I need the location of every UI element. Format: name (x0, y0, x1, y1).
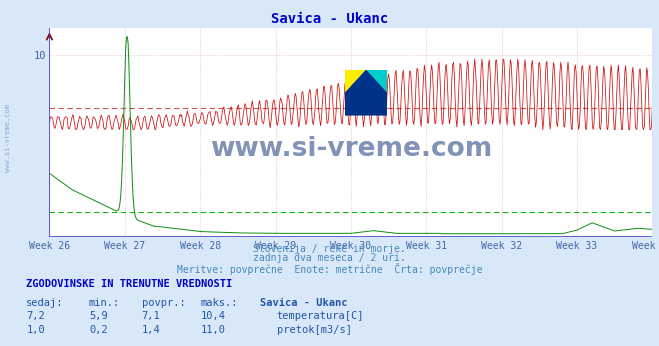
Text: pretok[m3/s]: pretok[m3/s] (277, 325, 352, 335)
Text: Slovenija / reke in morje.: Slovenija / reke in morje. (253, 244, 406, 254)
Text: 1,0: 1,0 (26, 325, 45, 335)
Text: min.:: min.: (89, 298, 120, 308)
Text: temperatura[C]: temperatura[C] (277, 311, 364, 321)
Text: Savica - Ukanc: Savica - Ukanc (260, 298, 348, 308)
Polygon shape (345, 70, 366, 93)
Text: ZGODOVINSKE IN TRENUTNE VREDNOSTI: ZGODOVINSKE IN TRENUTNE VREDNOSTI (26, 279, 233, 289)
Text: sedaj:: sedaj: (26, 298, 64, 308)
Text: 10,4: 10,4 (201, 311, 226, 321)
Polygon shape (366, 70, 387, 93)
Text: 0,2: 0,2 (89, 325, 107, 335)
Text: 11,0: 11,0 (201, 325, 226, 335)
Polygon shape (345, 70, 387, 116)
Text: maks.:: maks.: (201, 298, 239, 308)
Text: Savica - Ukanc: Savica - Ukanc (271, 12, 388, 26)
Text: 7,1: 7,1 (142, 311, 160, 321)
Text: 1,4: 1,4 (142, 325, 160, 335)
Text: 7,2: 7,2 (26, 311, 45, 321)
Text: povpr.:: povpr.: (142, 298, 185, 308)
Text: www.si-vreme.com: www.si-vreme.com (5, 104, 11, 172)
Text: 5,9: 5,9 (89, 311, 107, 321)
Text: zadnja dva meseca / 2 uri.: zadnja dva meseca / 2 uri. (253, 253, 406, 263)
Text: www.si-vreme.com: www.si-vreme.com (210, 136, 492, 162)
Text: Meritve: povprečne  Enote: metrične  Črta: povprečje: Meritve: povprečne Enote: metrične Črta:… (177, 263, 482, 275)
